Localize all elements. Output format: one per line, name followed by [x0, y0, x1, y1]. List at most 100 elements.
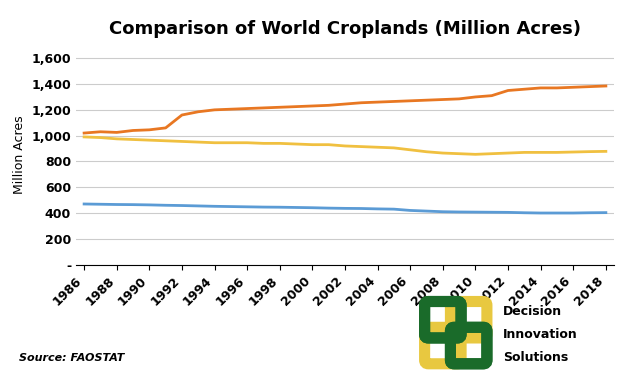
High-Income Economies	[406, 147, 414, 152]
High-Income Economies	[276, 141, 284, 146]
High-Income Economies	[390, 146, 398, 150]
USA	[537, 211, 544, 215]
High-Income Economies	[505, 151, 512, 155]
High-Income Economies	[472, 152, 479, 156]
USA	[211, 204, 218, 209]
USA	[553, 211, 561, 215]
High-Income Economies	[553, 150, 561, 155]
Low and Middle Income Economies	[406, 99, 414, 103]
High-Income Economies	[423, 149, 430, 154]
Low and Middle Income Economies	[194, 110, 202, 114]
Low and Middle Income Economies	[570, 85, 577, 90]
Low and Middle Income Economies	[439, 97, 447, 102]
Low and Middle Income Economies	[211, 108, 218, 112]
High-Income Economies	[243, 141, 251, 145]
Low and Middle Income Economies	[602, 84, 610, 88]
USA	[602, 211, 610, 215]
USA	[423, 209, 430, 213]
USA	[325, 206, 332, 211]
Text: Solutions: Solutions	[503, 351, 568, 364]
USA	[358, 206, 365, 211]
USA	[390, 207, 398, 211]
High-Income Economies	[325, 143, 332, 147]
Text: Decision: Decision	[503, 305, 562, 318]
Low and Middle Income Economies	[113, 130, 120, 135]
High-Income Economies	[80, 135, 88, 139]
Low and Middle Income Economies	[129, 128, 137, 133]
Low and Middle Income Economies	[276, 105, 284, 110]
Line: Low and Middle Income Economies: Low and Middle Income Economies	[84, 86, 606, 133]
Title: Comparison of World Croplands (Million Acres): Comparison of World Croplands (Million A…	[109, 20, 581, 38]
High-Income Economies	[308, 143, 316, 147]
High-Income Economies	[455, 152, 463, 156]
High-Income Economies	[537, 150, 544, 155]
High-Income Economies	[586, 149, 593, 154]
High-Income Economies	[227, 141, 235, 145]
High-Income Economies	[570, 150, 577, 154]
Low and Middle Income Economies	[292, 104, 300, 109]
Low and Middle Income Economies	[227, 107, 235, 112]
Low and Middle Income Economies	[325, 103, 332, 108]
USA	[520, 211, 528, 215]
Low and Middle Income Economies	[488, 93, 496, 98]
High-Income Economies	[178, 139, 185, 144]
Low and Middle Income Economies	[80, 131, 88, 135]
Low and Middle Income Economies	[260, 105, 267, 110]
Text: Source: FAOSTAT: Source: FAOSTAT	[19, 353, 124, 363]
Low and Middle Income Economies	[553, 86, 561, 90]
USA	[570, 211, 577, 215]
USA	[146, 203, 153, 207]
USA	[406, 208, 414, 213]
High-Income Economies	[292, 142, 300, 146]
USA	[276, 205, 284, 209]
High-Income Economies	[194, 140, 202, 144]
USA	[505, 210, 512, 215]
USA	[129, 202, 137, 207]
High-Income Economies	[211, 141, 218, 145]
USA	[113, 202, 120, 207]
USA	[178, 203, 185, 208]
USA	[341, 206, 349, 211]
USA	[308, 206, 316, 210]
Low and Middle Income Economies	[390, 99, 398, 104]
USA	[374, 207, 382, 211]
Low and Middle Income Economies	[146, 127, 153, 132]
Line: High-Income Economies: High-Income Economies	[84, 137, 606, 154]
High-Income Economies	[520, 150, 528, 155]
High-Income Economies	[260, 141, 267, 146]
USA	[194, 204, 202, 208]
High-Income Economies	[129, 137, 137, 142]
Low and Middle Income Economies	[178, 113, 185, 117]
Low and Middle Income Economies	[455, 97, 463, 101]
High-Income Economies	[374, 145, 382, 150]
Low and Middle Income Economies	[358, 101, 365, 105]
Low and Middle Income Economies	[520, 87, 528, 91]
High-Income Economies	[602, 149, 610, 153]
Low and Middle Income Economies	[586, 84, 593, 89]
USA	[455, 210, 463, 214]
USA	[162, 203, 170, 208]
USA	[243, 204, 251, 209]
High-Income Economies	[162, 138, 170, 143]
Low and Middle Income Economies	[505, 88, 512, 93]
Low and Middle Income Economies	[537, 86, 544, 90]
High-Income Economies	[97, 135, 104, 140]
Low and Middle Income Economies	[423, 98, 430, 102]
Y-axis label: Million Acres: Million Acres	[13, 116, 26, 194]
Low and Middle Income Economies	[97, 130, 104, 134]
USA	[439, 209, 447, 214]
High-Income Economies	[439, 151, 447, 155]
Low and Middle Income Economies	[341, 102, 349, 106]
USA	[488, 210, 496, 214]
Low and Middle Income Economies	[308, 104, 316, 108]
USA	[292, 205, 300, 210]
High-Income Economies	[358, 144, 365, 149]
Line: USA: USA	[84, 204, 606, 213]
Low and Middle Income Economies	[243, 106, 251, 111]
USA	[97, 202, 104, 206]
Low and Middle Income Economies	[472, 94, 479, 99]
Text: Innovation: Innovation	[503, 328, 578, 341]
High-Income Economies	[146, 138, 153, 143]
USA	[586, 211, 593, 215]
USA	[80, 202, 88, 206]
